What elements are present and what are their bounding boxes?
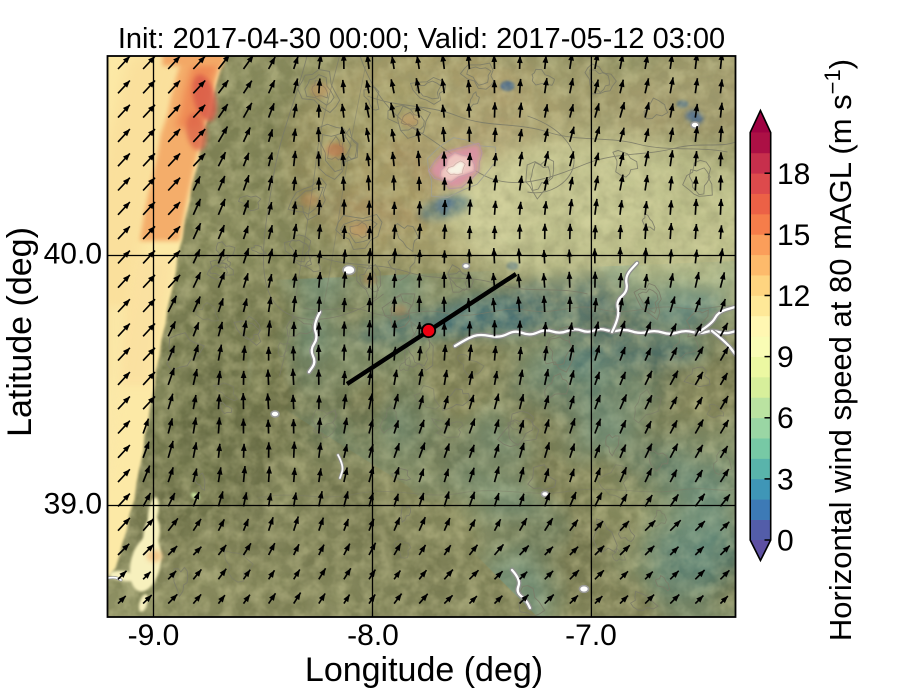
svg-text:15: 15 <box>777 219 810 252</box>
svg-text:Longitude (deg): Longitude (deg) <box>305 651 543 689</box>
svg-text:18: 18 <box>777 158 810 191</box>
svg-text:39.0: 39.0 <box>44 488 102 521</box>
svg-text:Horizontal wind speed at 80 mA: Horizontal wind speed at 80 mAGL (m s−1) <box>820 59 858 641</box>
svg-text:40.0: 40.0 <box>44 238 102 271</box>
svg-text:0: 0 <box>777 525 794 558</box>
svg-text:Init: 2017-04-30 00:00; Valid:: Init: 2017-04-30 00:00; Valid: 2017-05-1… <box>118 23 725 55</box>
svg-text:-7.0: -7.0 <box>565 619 617 652</box>
svg-text:6: 6 <box>777 402 794 435</box>
svg-text:12: 12 <box>777 280 810 313</box>
svg-text:3: 3 <box>777 463 794 496</box>
svg-text:9: 9 <box>777 341 794 374</box>
svg-text:Latitude (deg): Latitude (deg) <box>1 227 39 437</box>
svg-text:-8.0: -8.0 <box>347 619 399 652</box>
svg-text:-9.0: -9.0 <box>128 619 180 652</box>
